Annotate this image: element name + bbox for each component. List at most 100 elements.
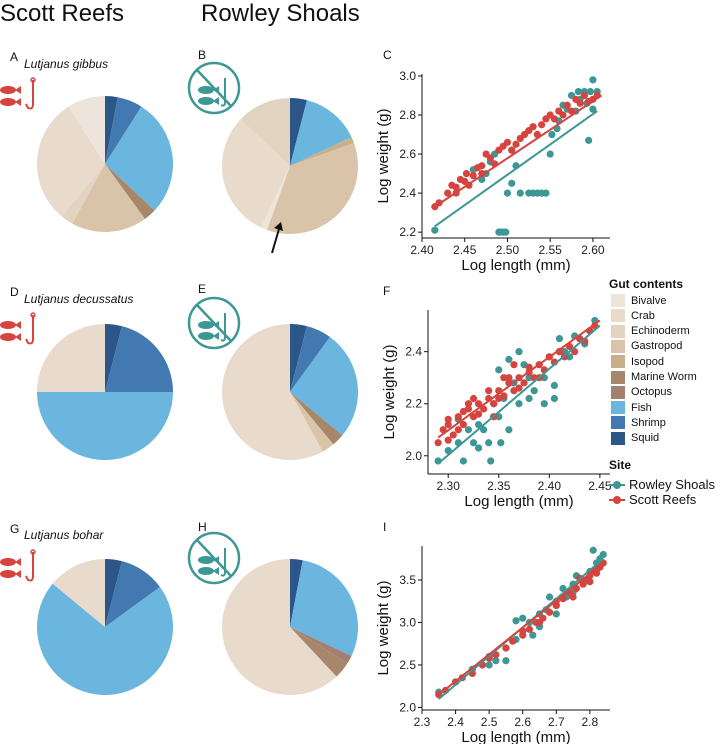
pie-slice-fish (290, 100, 352, 166)
no-fishing-icon (187, 531, 241, 585)
x-tick-label: 2.40 (410, 243, 434, 257)
no-fishing-icon (187, 61, 241, 115)
pie-slice-gastropod (290, 392, 334, 452)
y-axis-label: Log weight (g) (375, 580, 392, 675)
fish-hook-icon (0, 77, 36, 110)
pie-slice-squid (290, 324, 307, 392)
point-scott-reefs (459, 420, 467, 429)
legend-item-scott-reefs: Scott Reefs (609, 492, 696, 507)
panel-letter-i: I (383, 520, 387, 534)
point-scott-reefs (503, 138, 512, 146)
trend-line-scott-reefs (438, 562, 604, 696)
trend-line-scott-reefs (437, 319, 601, 439)
fish-hook-icon (0, 312, 36, 345)
legend-swatch (611, 309, 625, 323)
point-rowley-shoals (525, 374, 533, 382)
point-rowley-shoals (469, 439, 478, 447)
trend-line-rowley-shoals (434, 110, 598, 228)
x-tick-label: 2.4 (447, 715, 464, 729)
point-rowley-shoals (548, 130, 556, 139)
point-scott-reefs (550, 115, 559, 123)
x-axis-label: Log length (mm) (461, 729, 570, 744)
legend-item-squid: Squid (611, 431, 660, 445)
panel-letter-a: A (10, 50, 19, 64)
site-legend-title: Site (609, 458, 632, 472)
x-tick-label: 2.35 (487, 479, 511, 493)
point-rowley-shoals (589, 76, 597, 84)
point-rowley-shoals (497, 439, 505, 447)
point-scott-reefs (454, 426, 462, 434)
point-scott-reefs (485, 387, 493, 395)
point-rowley-shoals (599, 550, 607, 559)
point-scott-reefs (576, 99, 584, 107)
scott-reefs-header: Scott Reefs (0, 0, 125, 27)
pie-slice-squid (105, 559, 122, 627)
panel-letter-f: F (383, 284, 391, 298)
pie-chart-g (37, 559, 173, 696)
legend-swatch (611, 416, 625, 430)
panel-letter-h: H (198, 520, 207, 534)
pie-slice-crab (221, 324, 323, 460)
legend-item-rowley-shoals: Rowley Shoals (609, 477, 715, 492)
point-scott-reefs (502, 644, 510, 652)
point-scott-reefs (592, 569, 601, 577)
point-rowley-shoals (492, 657, 500, 665)
point-rowley-shoals (502, 657, 510, 665)
pie-slice-fish (37, 392, 173, 460)
scatter-plot-i: 2.3 2.4 2.5 2.6 2.7 2.8 2.0 2.5 3.0 3.5 Log length… (375, 546, 610, 744)
no-fishing-icon (187, 296, 241, 350)
point-scott-reefs (452, 183, 460, 191)
legend-item-octopus: Octopus (611, 385, 672, 399)
point-rowley-shoals (495, 413, 503, 421)
legend-label: Isopod (631, 355, 665, 368)
x-tick-label: 2.45 (453, 243, 477, 257)
point-rowley-shoals (464, 426, 473, 434)
point-rowley-shoals (512, 617, 520, 625)
pie-slice-squid (290, 98, 307, 166)
pie-slice-shrimp (105, 326, 173, 392)
point-scott-reefs (444, 436, 452, 444)
point-scott-reefs (525, 625, 534, 633)
point-rowley-shoals (585, 136, 593, 144)
point-scott-reefs (462, 169, 471, 178)
y-tick-label: 2.2 (399, 225, 416, 239)
point-rowley-shoals (552, 610, 560, 618)
y-axis-label: Log weight (g) (381, 344, 398, 439)
point-scott-reefs (520, 379, 528, 387)
point-scott-reefs (586, 578, 594, 586)
point-scott-reefs (538, 121, 546, 129)
pie-slice-squid (105, 96, 118, 164)
legend-label: Crab (631, 309, 655, 322)
pie-slice-bivalve (261, 166, 290, 230)
x-tick-label: 2.30 (437, 479, 461, 493)
point-scott-reefs (469, 171, 477, 180)
legend-swatch (611, 355, 625, 369)
point-scott-reefs (444, 420, 452, 429)
point-scott-reefs (490, 400, 498, 408)
point-scott-reefs (495, 394, 503, 403)
point-rowley-shoals (574, 87, 582, 96)
legend-label: Squid (631, 432, 660, 445)
y-tick-label: 2.0 (405, 449, 422, 463)
point-scott-reefs (525, 363, 533, 371)
rowley-shoals-header: Rowley Shoals (201, 0, 360, 27)
point-scott-reefs (444, 415, 452, 423)
point-scott-reefs (505, 374, 513, 382)
pie-slice-crab (221, 119, 290, 228)
point-rowley-shoals (515, 348, 523, 356)
point-rowley-shoals (487, 457, 495, 465)
pie-chart-a (37, 96, 174, 232)
legend-item-echinoderm: Echinoderm (611, 324, 690, 338)
pie-slice-marine-worm (290, 392, 343, 445)
point-rowley-shoals (546, 150, 554, 158)
y-axis-label: Log weight (g) (375, 108, 392, 203)
pie-slice-fish (105, 106, 174, 211)
x-tick-label: 2.45 (588, 479, 612, 493)
x-axis-label: Log length (mm) (461, 257, 570, 274)
point-scott-reefs (464, 400, 473, 408)
point-scott-reefs (509, 637, 517, 645)
species-label-gibbus: Lutjanus gibbus (24, 57, 109, 71)
legend-label: Octopus (631, 386, 672, 399)
point-rowley-shoals (505, 355, 513, 364)
